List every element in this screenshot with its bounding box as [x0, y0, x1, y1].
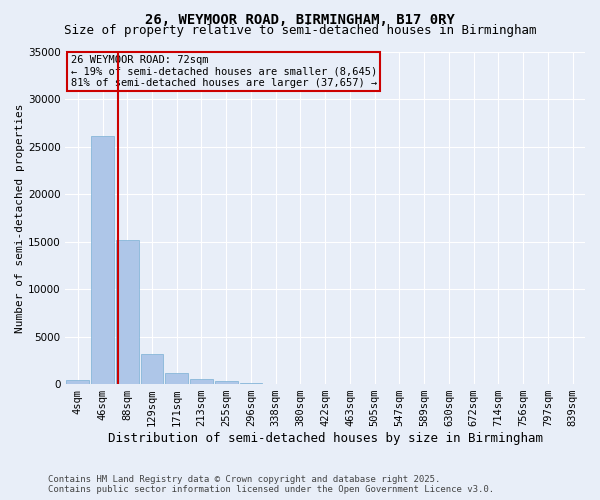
- Text: Contains HM Land Registry data © Crown copyright and database right 2025.
Contai: Contains HM Land Registry data © Crown c…: [48, 474, 494, 494]
- Y-axis label: Number of semi-detached properties: Number of semi-detached properties: [15, 103, 25, 332]
- Bar: [91, 136, 114, 384]
- Bar: [239, 383, 262, 384]
- Bar: [190, 380, 213, 384]
- Text: 26 WEYMOOR ROAD: 72sqm
← 19% of semi-detached houses are smaller (8,645)
81% of : 26 WEYMOOR ROAD: 72sqm ← 19% of semi-det…: [71, 55, 377, 88]
- Bar: [116, 240, 139, 384]
- Text: 26, WEYMOOR ROAD, BIRMINGHAM, B17 0RY: 26, WEYMOOR ROAD, BIRMINGHAM, B17 0RY: [145, 12, 455, 26]
- Bar: [140, 354, 163, 384]
- Text: Size of property relative to semi-detached houses in Birmingham: Size of property relative to semi-detach…: [64, 24, 536, 37]
- Bar: [166, 372, 188, 384]
- Bar: [215, 381, 238, 384]
- X-axis label: Distribution of semi-detached houses by size in Birmingham: Distribution of semi-detached houses by …: [107, 432, 542, 445]
- Bar: [67, 380, 89, 384]
